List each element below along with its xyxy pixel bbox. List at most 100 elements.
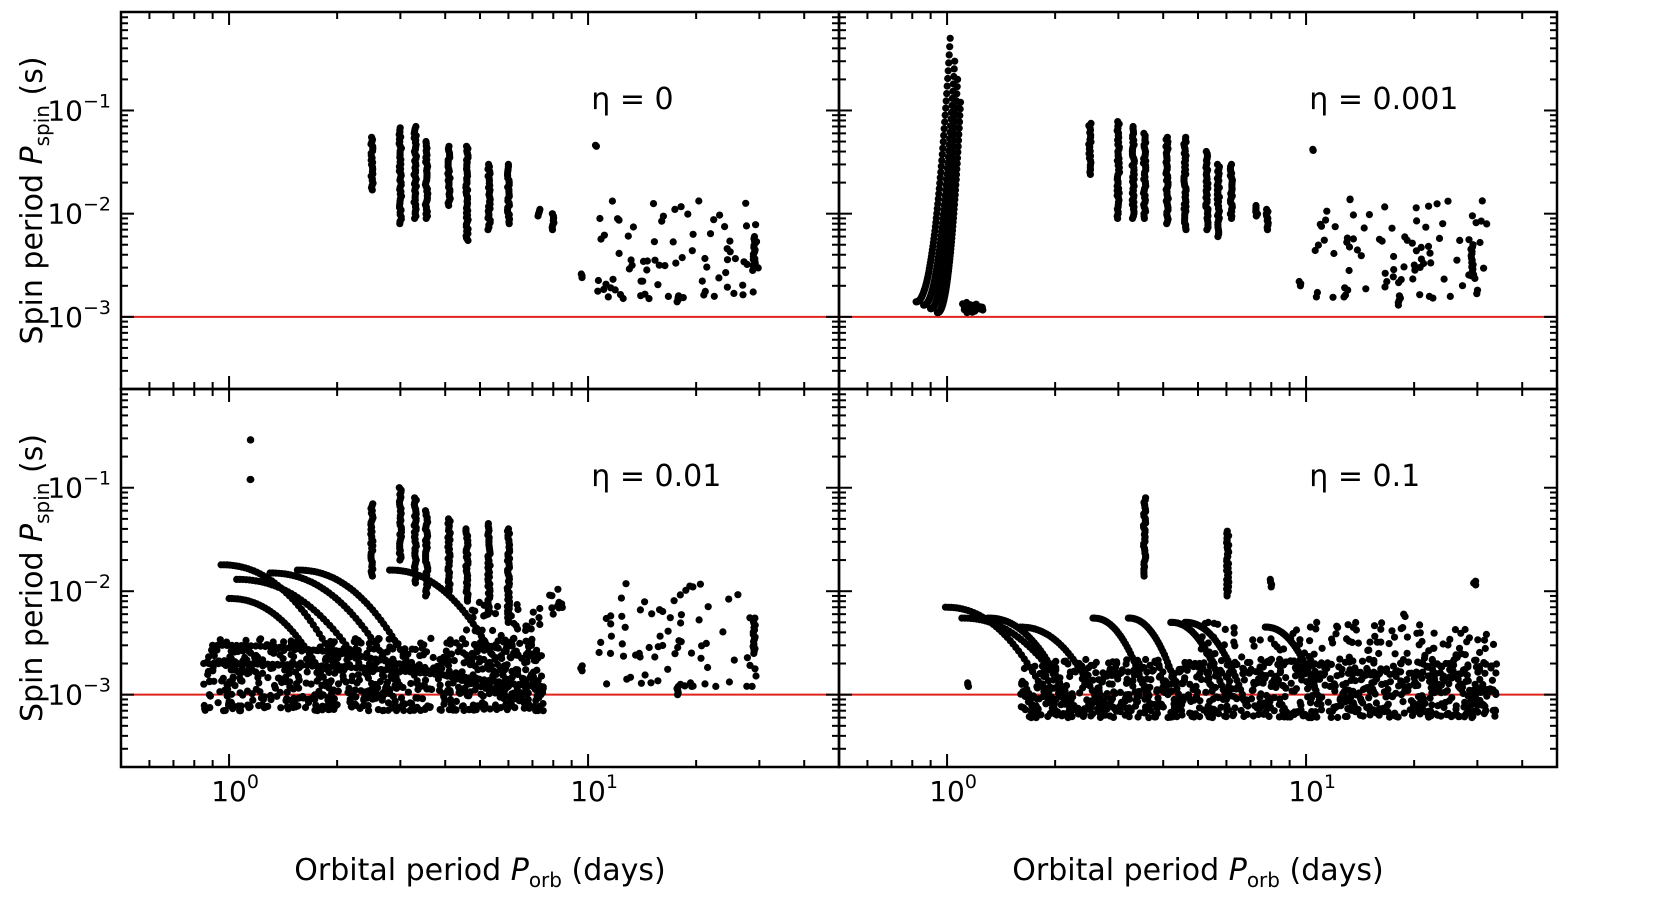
data-point	[1468, 212, 1476, 220]
data-point	[1305, 653, 1313, 661]
data-point	[1472, 577, 1480, 585]
data-point	[322, 654, 330, 662]
data-point	[1266, 575, 1274, 584]
data-point	[1481, 708, 1489, 716]
track-point	[946, 43, 954, 51]
data-point	[1238, 653, 1246, 661]
track-point	[950, 65, 958, 73]
data-point	[418, 695, 427, 703]
data-point	[1092, 669, 1100, 677]
data-point	[1385, 640, 1393, 648]
data-point	[292, 703, 300, 711]
data-point	[1117, 698, 1126, 707]
data-point	[624, 232, 632, 240]
y-tick-label: 10−3	[47, 297, 111, 334]
data-point	[396, 124, 404, 132]
data-point	[291, 697, 299, 705]
data-point	[528, 618, 536, 626]
data-point	[1248, 686, 1256, 695]
data-point	[200, 680, 208, 688]
data-point	[1411, 266, 1419, 274]
data-point	[669, 238, 677, 246]
data-point	[462, 626, 471, 634]
data-point	[1341, 291, 1350, 299]
track-point	[945, 51, 953, 59]
data-point	[1163, 133, 1171, 141]
track-point	[955, 124, 963, 132]
data-point	[654, 281, 662, 289]
data-point	[637, 679, 646, 687]
data-point	[1352, 626, 1360, 634]
track-point	[539, 707, 547, 715]
track-point	[1222, 695, 1230, 704]
data-point	[972, 300, 980, 308]
data-point	[618, 640, 626, 648]
data-point	[1066, 668, 1074, 676]
data-point	[1425, 202, 1433, 210]
data-point	[421, 676, 430, 684]
data-point	[1314, 241, 1322, 249]
data-point	[602, 280, 610, 288]
data-point	[433, 662, 441, 671]
data-point	[524, 653, 532, 661]
data-point	[1230, 624, 1238, 632]
data-point	[1472, 656, 1480, 664]
data-point	[447, 700, 455, 708]
data-point	[271, 684, 279, 692]
data-point	[1483, 220, 1491, 228]
data-point	[236, 689, 244, 697]
data-point	[1375, 711, 1383, 719]
data-point	[1362, 285, 1370, 293]
data-point	[303, 668, 311, 676]
data-point	[695, 616, 703, 624]
data-point	[672, 259, 680, 267]
data-point	[461, 686, 469, 694]
data-point	[1455, 644, 1464, 652]
data-point	[353, 679, 361, 687]
data-point	[1397, 668, 1405, 676]
data-point	[1426, 694, 1434, 702]
data-point	[621, 623, 629, 631]
data-point	[516, 639, 524, 648]
data-point	[1114, 118, 1122, 126]
data-point	[404, 688, 412, 696]
data-point	[466, 657, 474, 665]
data-point	[1441, 698, 1449, 707]
track-point	[954, 75, 962, 83]
data-point	[426, 703, 434, 712]
data-point	[1263, 205, 1271, 213]
track-point	[952, 170, 961, 179]
data-point	[1351, 708, 1359, 716]
data-point	[597, 638, 605, 647]
track-point	[954, 142, 962, 150]
data-point	[462, 142, 471, 150]
data-point	[1430, 629, 1438, 637]
track-point	[954, 136, 963, 144]
data-point	[204, 667, 212, 676]
track-point	[940, 125, 948, 133]
data-point	[1334, 713, 1342, 722]
track-point	[364, 674, 372, 682]
data-point	[378, 696, 386, 704]
data-point	[651, 653, 659, 661]
data-point	[1377, 638, 1385, 646]
data-point	[1085, 664, 1093, 672]
data-point	[376, 677, 384, 686]
data-point	[964, 679, 972, 687]
data-point	[1345, 266, 1353, 275]
data-point	[1483, 692, 1491, 700]
data-point	[1427, 259, 1435, 267]
data-point	[384, 699, 393, 707]
data-point	[1412, 679, 1420, 687]
data-point	[1153, 704, 1162, 712]
data-point	[1280, 645, 1288, 653]
data-point	[468, 606, 476, 614]
data-point	[549, 610, 557, 618]
data-point	[205, 678, 214, 686]
data-point	[1422, 223, 1430, 231]
data-point	[1353, 246, 1361, 254]
data-point	[511, 704, 519, 712]
data-point	[1425, 647, 1433, 655]
data-point	[710, 216, 718, 224]
